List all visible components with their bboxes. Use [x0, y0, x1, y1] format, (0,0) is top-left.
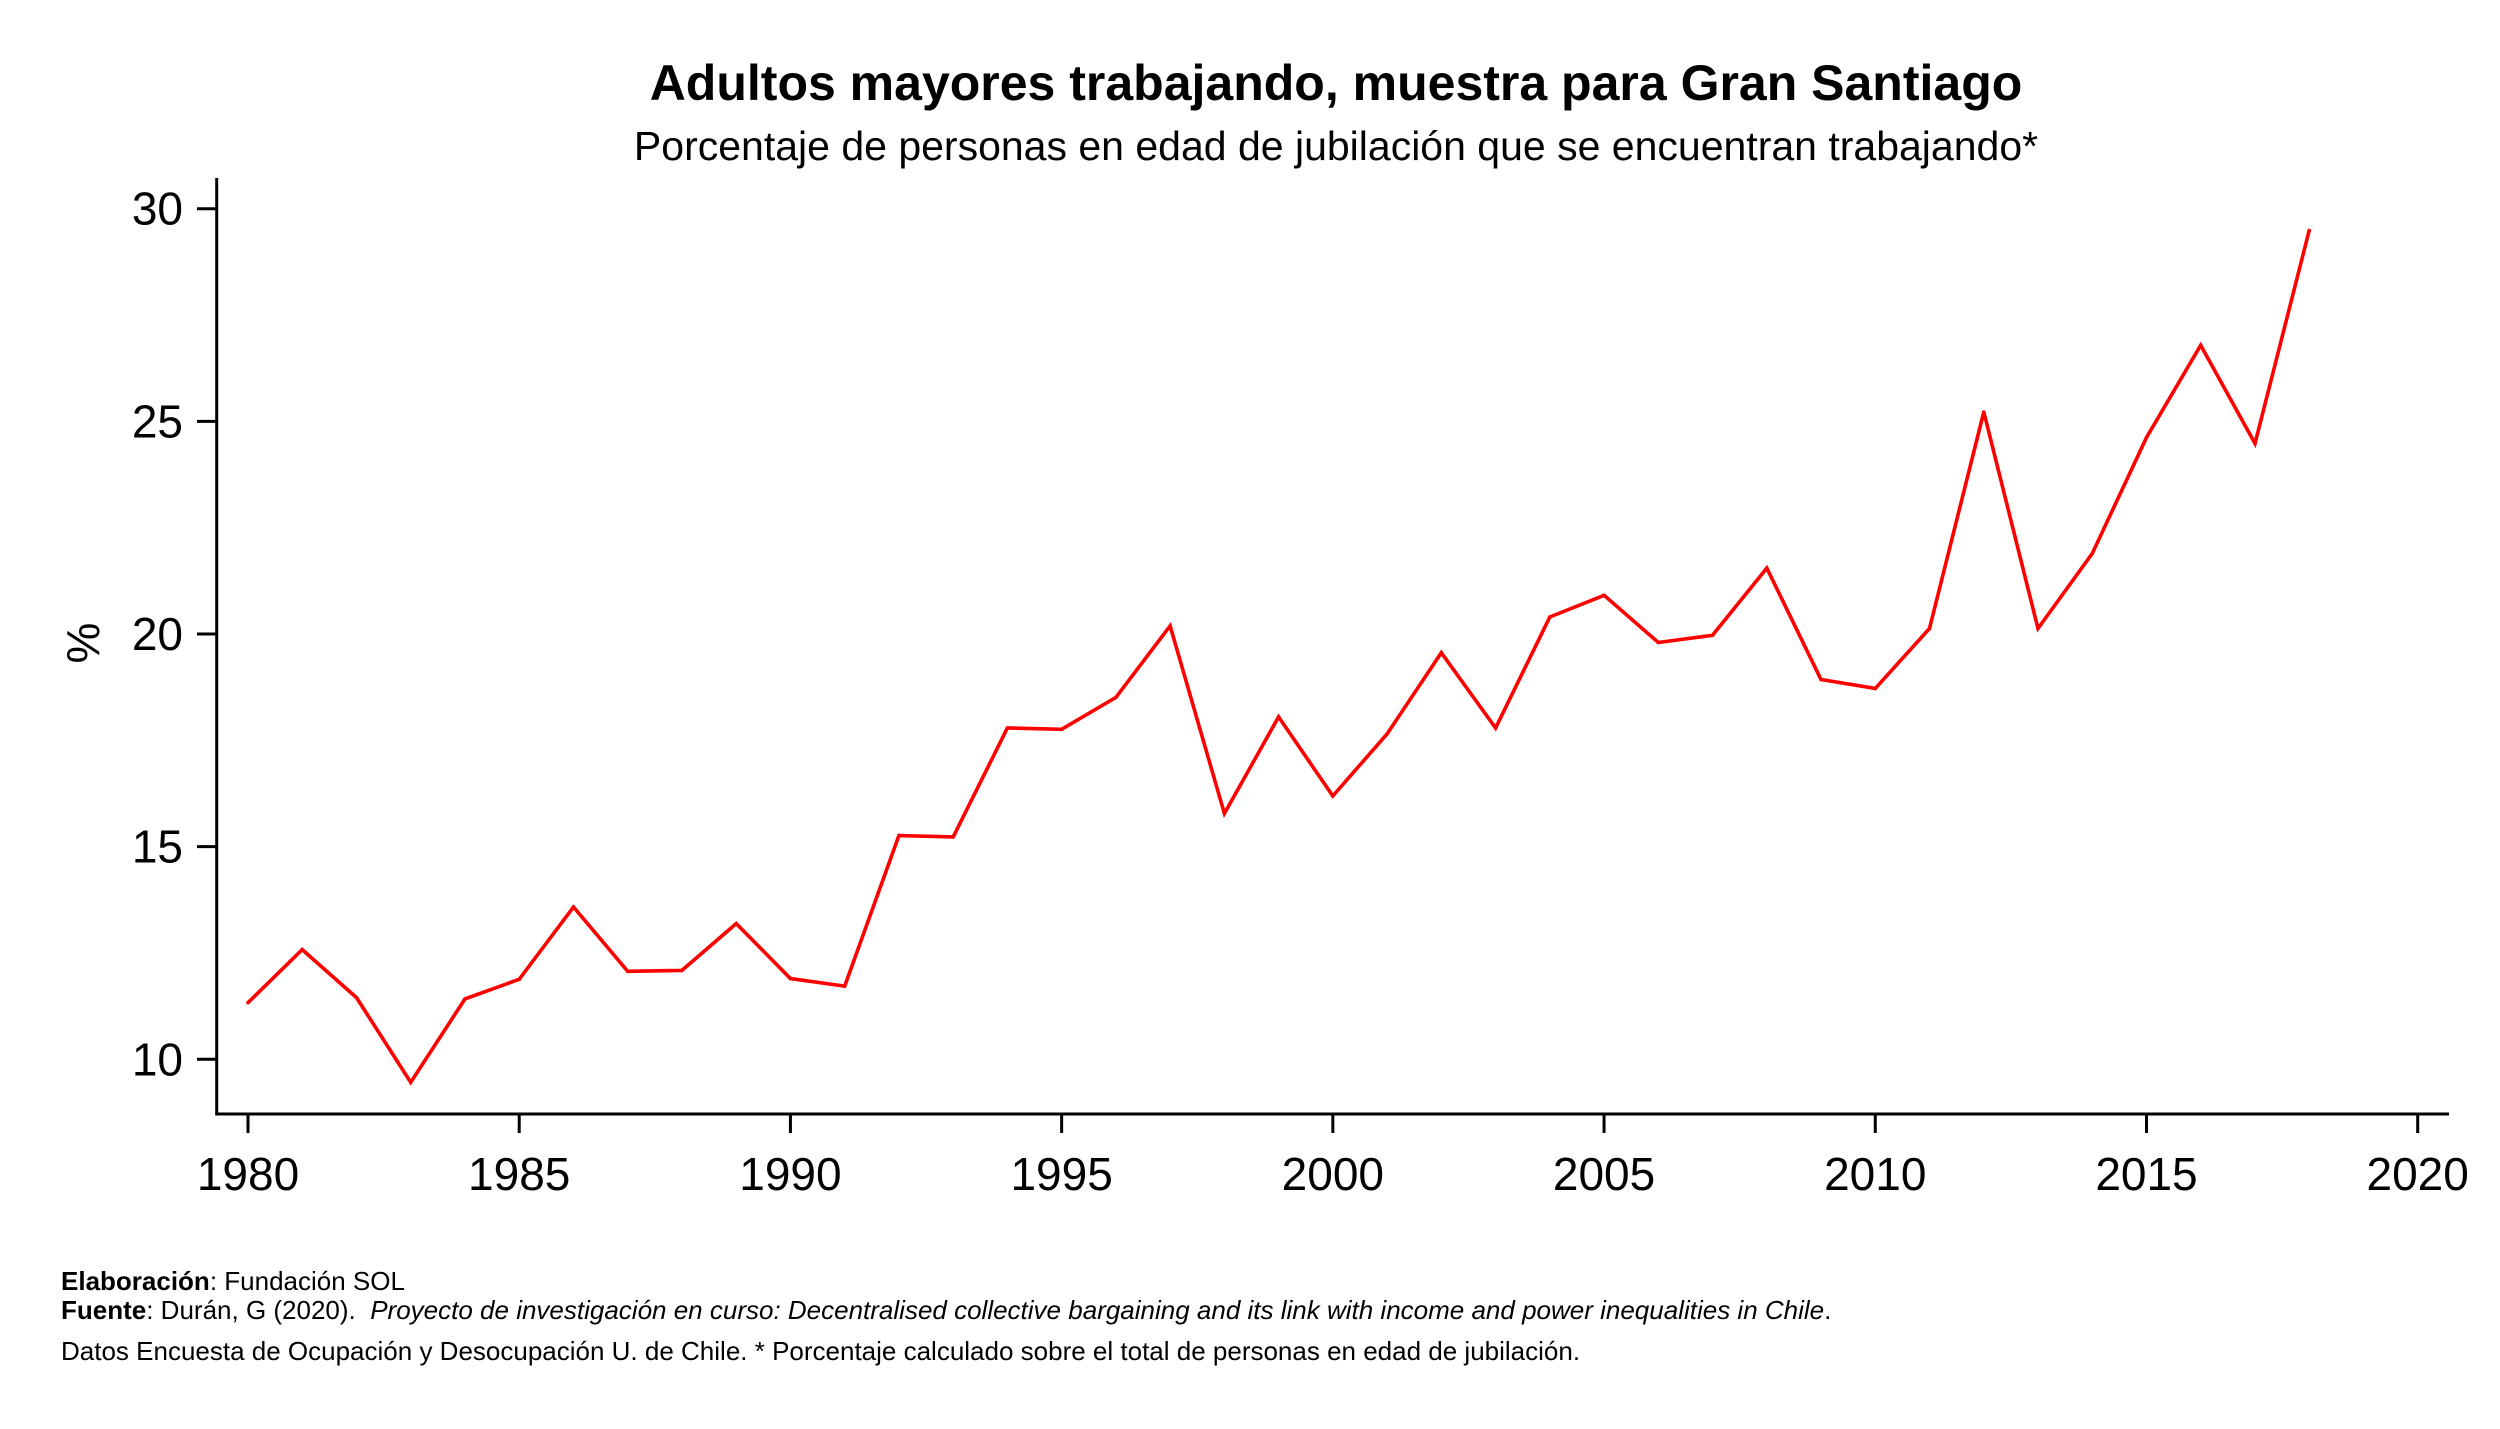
data-point	[1493, 726, 1498, 730]
data-point	[2307, 228, 2312, 233]
data-point	[300, 947, 305, 952]
footer-note: Datos Encuesta de Ocupación y Desocupaci…	[61, 1336, 1581, 1366]
y-tick-label: 30	[132, 183, 183, 235]
data-point	[1005, 726, 1010, 730]
y-axis-label: %	[57, 623, 109, 664]
series-0	[246, 228, 2312, 1086]
data-point	[1059, 727, 1064, 732]
x-tick-label: 2005	[1553, 1148, 1655, 1200]
series-layer	[246, 228, 2312, 1086]
footer-elaboracion-label: Elaboración	[61, 1266, 210, 1296]
data-point	[1656, 640, 1661, 645]
x-tick-label: 2000	[1282, 1148, 1384, 1200]
data-point	[2090, 551, 2095, 556]
data-point	[1439, 650, 1444, 655]
footer-fuente-text: : Durán, G (2020).	[146, 1295, 371, 1325]
footer-fuente-title: Proyecto de investigación en curso: Dece…	[370, 1295, 1825, 1325]
data-point	[2198, 343, 2203, 348]
y-axis: 10 15 20 25 30	[132, 178, 219, 1114]
x-tick-label: 2010	[1824, 1148, 1926, 1200]
data-point	[408, 1080, 413, 1085]
data-point	[897, 833, 901, 838]
data-point	[1548, 615, 1552, 619]
series-line	[246, 229, 2311, 1086]
data-point	[1927, 626, 1932, 631]
chart-subtitle: Porcentaje de personas en edad de jubila…	[634, 123, 2038, 169]
data-point	[1385, 732, 1389, 736]
data-point	[517, 977, 522, 982]
data-point	[1764, 566, 1769, 570]
data-point	[1710, 633, 1715, 638]
x-tick-label: 1985	[468, 1148, 570, 1200]
x-tick-label: 1980	[197, 1148, 299, 1200]
footer-elaboracion: Elaboración: Fundación SOL	[61, 1268, 405, 1294]
data-point	[842, 984, 847, 988]
x-axis: 1980 1985 1990 1995 2000 2005 2010 2015 2020	[197, 1112, 2469, 1200]
data-point	[354, 995, 359, 1000]
data-point	[2253, 441, 2257, 446]
data-point	[1276, 715, 1281, 719]
x-tick-label: 2020	[2367, 1148, 2469, 1200]
data-point	[1114, 695, 1118, 700]
data-point	[463, 997, 467, 1001]
chart-title: Adultos mayores trabajando, muestra para…	[650, 55, 2023, 111]
data-point	[1981, 410, 1986, 414]
data-point	[788, 976, 793, 981]
data-point	[1819, 677, 1823, 682]
footer-fuente: Fuente: Durán, G (2020). Proyecto de inv…	[61, 1297, 1831, 1323]
x-tick-label: 1990	[739, 1148, 841, 1200]
y-tick-label: 20	[132, 608, 183, 660]
data-point	[951, 835, 955, 839]
footer-elaboracion-text: : Fundación SOL	[209, 1266, 405, 1296]
data-point	[680, 968, 684, 973]
y-tick-label: 25	[132, 395, 183, 447]
data-point	[1873, 686, 1878, 691]
data-point	[1168, 624, 1172, 628]
data-point	[625, 969, 630, 974]
x-tick-label: 2015	[2095, 1148, 2197, 1200]
data-point	[2144, 435, 2149, 440]
data-point	[246, 1000, 250, 1005]
data-point	[1222, 811, 1227, 816]
footer-fuente-end: .	[1824, 1295, 1832, 1325]
data-point	[734, 921, 738, 926]
x-tick-label: 1995	[1010, 1148, 1112, 1200]
y-tick-label: 15	[132, 821, 183, 873]
footer-fuente-label: Fuente	[61, 1295, 147, 1325]
data-point	[1602, 593, 1606, 598]
y-tick-label: 10	[132, 1033, 183, 1085]
data-point	[1331, 794, 1335, 798]
data-point	[571, 905, 576, 909]
data-point	[2036, 626, 2040, 631]
